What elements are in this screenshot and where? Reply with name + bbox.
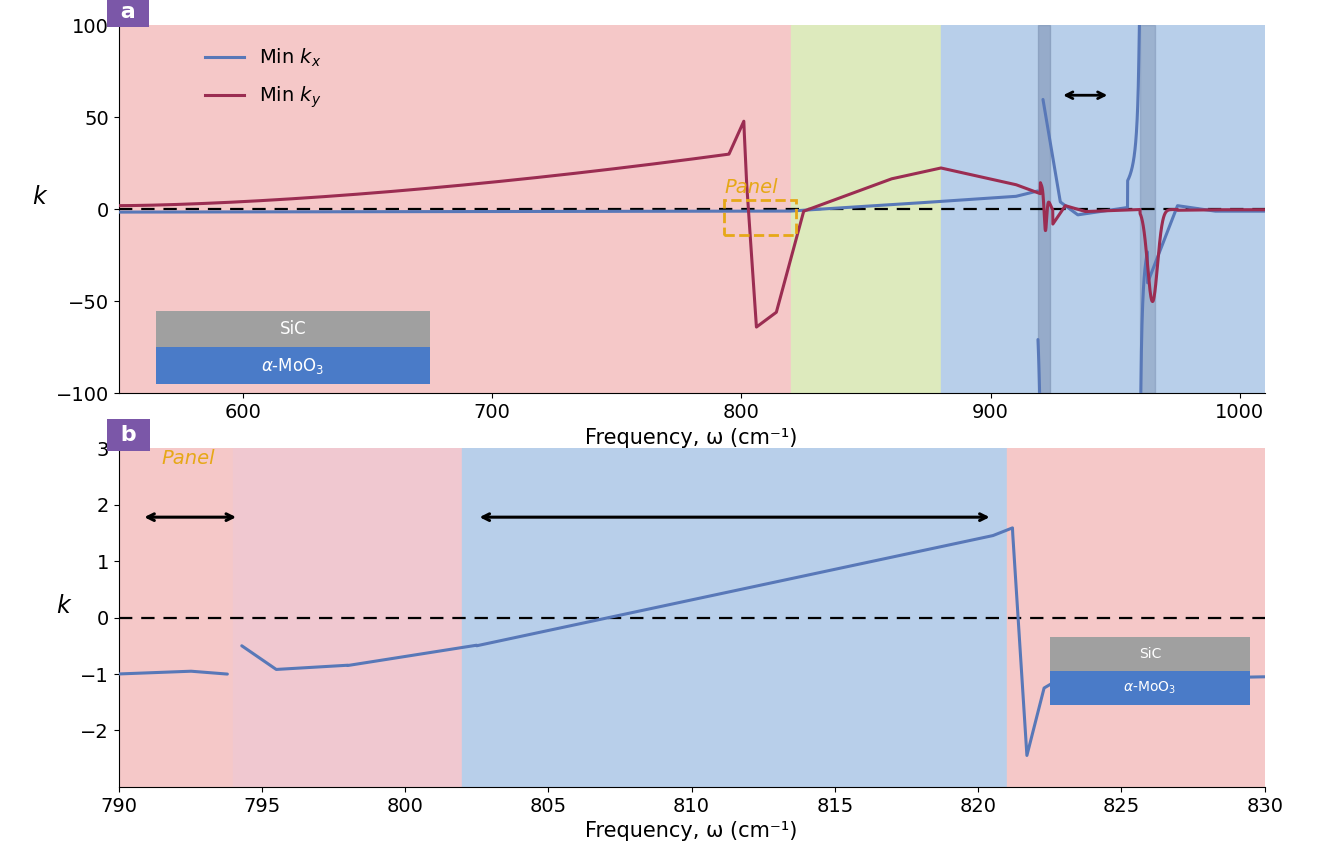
Bar [1050,671,1250,705]
Y-axis label: k: k [32,185,46,209]
X-axis label: Frequency, ω (cm⁻¹): Frequency, ω (cm⁻¹) [585,428,798,448]
Text: a: a [113,2,144,22]
Bar [1050,637,1250,671]
Bar [462,448,1006,787]
Bar [1006,448,1264,787]
Bar [940,25,1264,393]
Bar [119,448,233,787]
Bar [792,25,940,393]
Text: $\alpha$-MoO$_3$: $\alpha$-MoO$_3$ [1123,680,1176,696]
Text: SiC: SiC [1139,647,1160,662]
Bar [724,201,795,235]
Y-axis label: k: k [57,594,70,618]
Bar [1038,25,1050,393]
Bar [155,310,429,348]
Bar [155,348,429,384]
Bar [233,448,462,787]
Bar [1139,25,1155,393]
X-axis label: Frequency, ω (cm⁻¹): Frequency, ω (cm⁻¹) [585,821,798,841]
Legend: Min $k_x$, Min $k_y$: Min $k_x$, Min $k_y$ [198,39,329,118]
Text: SiC: SiC [279,320,306,338]
Text: Panel: Panel [162,449,215,468]
Text: b: b [113,425,144,445]
Text: $\alpha$-MoO$_3$: $\alpha$-MoO$_3$ [261,356,324,376]
Bar [119,25,1264,393]
Text: Panel: Panel [724,178,778,197]
